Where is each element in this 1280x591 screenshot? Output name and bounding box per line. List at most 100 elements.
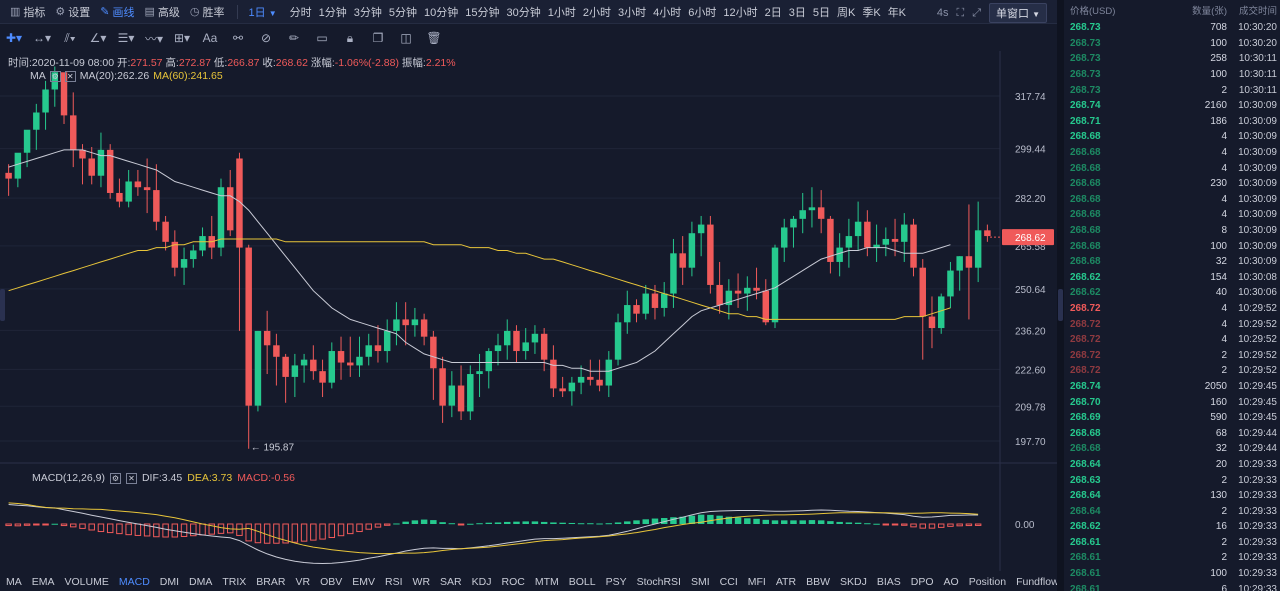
period-option[interactable]: 季K: [862, 6, 881, 19]
menu-settings[interactable]: ⚙ 设置: [55, 4, 90, 20]
fullscreen-icon[interactable]: ⤢: [972, 6, 982, 19]
hide-drawings-icon[interactable]: ⊘: [260, 31, 272, 45]
ruler-icon[interactable]: ▭: [316, 31, 328, 45]
menu-indicator[interactable]: ▥ 指标: [10, 4, 45, 20]
left-collapse-handle[interactable]: [0, 289, 5, 321]
macd-bar: [448, 523, 456, 525]
period-option[interactable]: 5分钟: [388, 6, 417, 19]
indicator-tab-bias[interactable]: BIAS: [876, 576, 901, 588]
layers-icon[interactable]: ◫: [400, 31, 412, 45]
settings-icon[interactable]: ⚙: [49, 70, 61, 82]
period-option[interactable]: 1分钟: [318, 6, 347, 19]
indicator-tab-bbw[interactable]: BBW: [806, 576, 830, 588]
chart-area[interactable]: 317.74 299.44 282.20 265.58 250.64 236.20 222.…: [0, 51, 1059, 591]
indicator-tab-volume[interactable]: VOLUME: [64, 576, 109, 588]
indicator-tab-trix[interactable]: TRIX: [222, 576, 247, 588]
menu-draw[interactable]: ✎ 画线: [100, 4, 134, 20]
period-option[interactable]: 周K: [837, 6, 856, 19]
menu-advanced[interactable]: ▤ 高级: [145, 4, 180, 20]
collapse-handle[interactable]: [1058, 289, 1063, 321]
trade-quantity: 2: [1221, 474, 1227, 486]
indicator-tab-obv[interactable]: OBV: [320, 576, 343, 588]
trade-price: 268.68: [1070, 131, 1101, 143]
copy-icon[interactable]: ❐: [372, 31, 384, 45]
candle-body: [965, 256, 973, 268]
period-option[interactable]: 年K: [887, 6, 907, 19]
expand-icon[interactable]: ⛶: [956, 6, 965, 19]
indicator-tab-mtm[interactable]: MTM: [534, 576, 559, 588]
crosshair-tool-icon[interactable]: ✚▾: [5, 31, 23, 45]
indicator-tab-mfi[interactable]: MFI: [747, 576, 766, 588]
indicator-tab-ema[interactable]: EMA: [31, 576, 55, 588]
indicator-tab-sar[interactable]: SAR: [440, 576, 462, 588]
macd-bar: [97, 523, 105, 533]
window-mode-dropdown[interactable]: 单窗口 ▼: [989, 3, 1047, 23]
indicator-tab-stochrsi[interactable]: StochRSI: [636, 576, 681, 588]
indicator-tab-skdj[interactable]: SKDJ: [839, 576, 867, 588]
indicator-tab-smi[interactable]: SMI: [690, 576, 710, 588]
indicator-tab-vr[interactable]: VR: [295, 576, 311, 588]
period-option[interactable]: 10分钟: [424, 6, 459, 19]
indicator-tab-dpo[interactable]: DPO: [910, 576, 934, 588]
indicator-tab-wr[interactable]: WR: [412, 576, 431, 588]
pencil-icon[interactable]: ✏: [288, 31, 300, 45]
open-value: 271.57: [130, 57, 163, 69]
refresh-interval[interactable]: 4s: [936, 7, 949, 19]
candle-body: [199, 236, 206, 251]
period-option[interactable]: 5日: [812, 6, 830, 19]
period-option[interactable]: 15分钟: [465, 6, 500, 19]
indicator-tab-boll[interactable]: BOLL: [568, 576, 596, 588]
indicator-tab-dmi[interactable]: DMI: [159, 576, 180, 588]
period-option[interactable]: 6小时: [688, 6, 717, 19]
period-option[interactable]: 4小时: [653, 6, 682, 19]
period-option[interactable]: 1小时: [547, 6, 576, 19]
settings-icon[interactable]: ⚙: [109, 472, 121, 484]
wave-tool-icon[interactable]: 〰▾: [144, 31, 164, 46]
indicator-tab-emv[interactable]: EMV: [352, 576, 376, 588]
period-option[interactable]: 3小时: [618, 6, 647, 19]
period-option[interactable]: 12小时: [723, 6, 758, 19]
trend-line-tool-icon[interactable]: ⫽▾: [64, 30, 76, 45]
indicator-tab-position[interactable]: Position: [968, 576, 1007, 588]
indicator-tab-ao[interactable]: AO: [943, 576, 959, 588]
menu-winrate[interactable]: ◷ 胜率: [190, 4, 225, 20]
indicator-tab-atr[interactable]: ATR: [775, 576, 797, 588]
angle-tool-icon[interactable]: ∠▾: [89, 31, 107, 45]
indicator-tab-kdj[interactable]: KDJ: [471, 576, 492, 588]
magnet-tool-icon[interactable]: ⚯: [232, 31, 244, 45]
candle-body: [5, 172, 12, 179]
trade-time: 10:29:45: [1238, 380, 1277, 392]
period-option[interactable]: 2小时: [582, 6, 611, 19]
delete-icon[interactable]: 🗑︎: [426, 31, 442, 45]
indicator-tab-brar[interactable]: BRAR: [256, 576, 286, 588]
parallel-channel-tool-icon[interactable]: ☰▾: [117, 31, 135, 45]
close-icon[interactable]: ✕: [64, 70, 76, 82]
indicator-tab-rsi[interactable]: RSI: [385, 576, 403, 588]
lock-icon[interactable]: 🔒︎: [346, 30, 354, 45]
period-option[interactable]: 3分钟: [353, 6, 382, 19]
period-option[interactable]: 3日: [788, 6, 806, 19]
price-chart[interactable]: 317.74 299.44 282.20 265.58 250.64 236.20 222.…: [0, 51, 1057, 571]
indicator-tab-dma[interactable]: DMA: [189, 576, 213, 588]
candle-body: [273, 345, 280, 357]
indicator-tab-fundflow[interactable]: Fundflow: [1016, 576, 1059, 588]
indicator-tab-cci[interactable]: CCI: [719, 576, 738, 588]
close-icon[interactable]: ✕: [125, 472, 137, 484]
period-option[interactable]: 2日: [764, 6, 782, 19]
text-tool-icon[interactable]: Aa: [202, 31, 218, 45]
indicator-tab-macd[interactable]: MACD: [118, 576, 150, 588]
macd-bar: [651, 518, 659, 524]
indicator-tab-ma[interactable]: MA: [6, 576, 22, 588]
trade-time: 10:29:52: [1238, 334, 1277, 346]
trade-row: 268.61 100 10:29:33: [1064, 566, 1280, 582]
period-option[interactable]: 30分钟: [506, 6, 541, 19]
indicator-tab-roc[interactable]: ROC: [501, 576, 525, 588]
measure-tool-icon[interactable]: ⊞▾: [173, 31, 191, 45]
horizontal-line-tool-icon[interactable]: ↔▾: [32, 31, 52, 45]
panel-divider[interactable]: [1057, 0, 1064, 591]
period-option[interactable]: 分时: [289, 6, 312, 19]
candle-body: [328, 351, 336, 383]
indicator-tab-psy[interactable]: PSY: [605, 576, 627, 588]
candle-body: [633, 305, 640, 314]
period-dropdown[interactable]: 1日 ▼: [249, 4, 277, 20]
